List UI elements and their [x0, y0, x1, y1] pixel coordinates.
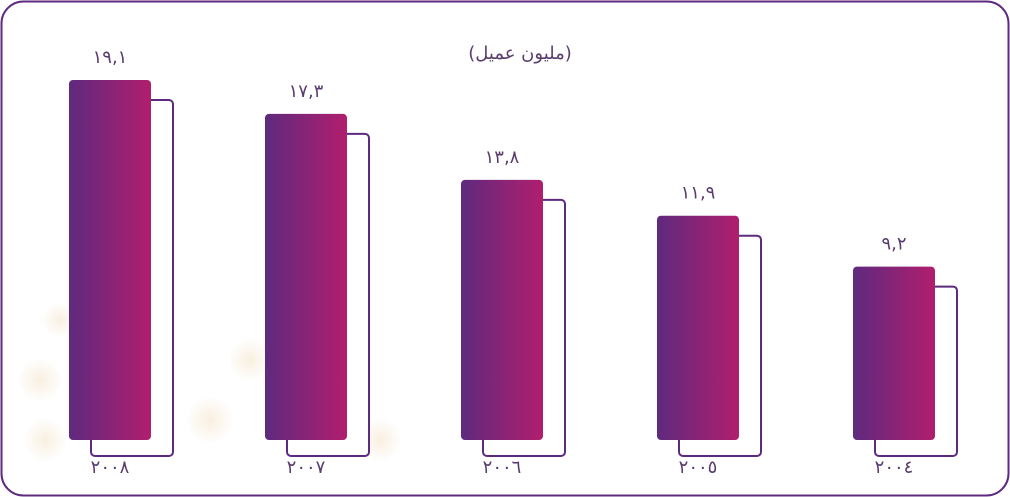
value-label: ٩,٢ [881, 234, 906, 255]
bar [69, 80, 151, 440]
x-tick-label: ٢٠٠٦ [483, 457, 522, 478]
value-label: ١٩,١ [93, 47, 128, 68]
bar [853, 267, 935, 440]
bar [461, 180, 543, 440]
x-tick-label: ٢٠٠٤ [875, 457, 914, 478]
chart-title: (مليون عميل) [468, 43, 572, 64]
x-tick-label: ٢٠٠٨ [91, 457, 130, 478]
value-label: ١١,٩ [681, 183, 716, 204]
x-tick-label: ٢٠٠٥ [679, 457, 718, 478]
bar [265, 114, 347, 440]
x-tick-label: ٢٠٠٧ [287, 457, 326, 478]
value-label: ١٣,٨ [485, 147, 520, 168]
chart: (مليون عميل) ١٩,١ ٢٠٠٨ ١٧,٣ ٢٠٠٧ ١٣,٨ ٢٠٠٦ ١١,… [0, 0, 1010, 497]
value-label: ١٧,٣ [289, 81, 324, 102]
bar [657, 216, 739, 440]
